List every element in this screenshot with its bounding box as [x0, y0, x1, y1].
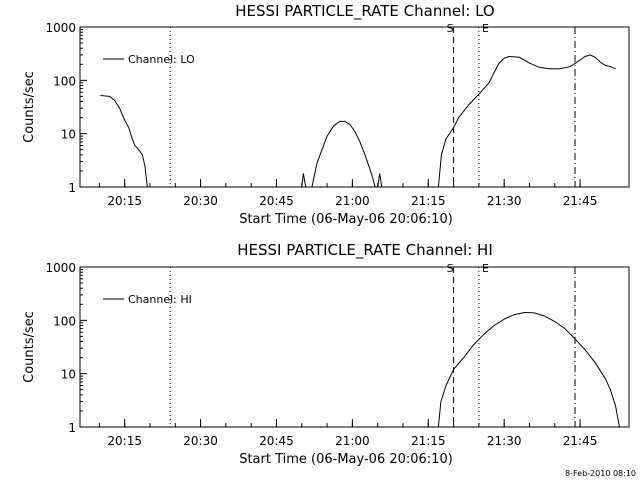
x-tick-label: 21:45	[563, 194, 598, 208]
panel-lo-ylabel: Counts/sec	[22, 71, 37, 143]
panel-lo-series	[100, 54, 616, 188]
y-tick-label: 10	[61, 368, 76, 382]
panel-lo-yticks: 1 10 100 1000	[45, 21, 87, 195]
panel-hi: HESSI PARTICLE_RATE Channel: HI 1 10 100 10…	[22, 241, 630, 467]
x-tick-label: 20:15	[107, 434, 142, 448]
x-tick-label: 20:45	[259, 194, 294, 208]
series-line	[437, 54, 616, 188]
marker-label: S	[447, 262, 454, 275]
series-line	[437, 311, 620, 428]
panel-lo-xlabel: Start Time (06-May-06 20:06:10)	[239, 212, 453, 227]
panel-hi-series	[437, 311, 620, 428]
series-line	[100, 95, 148, 188]
panel-hi-ylabel: Counts/sec	[22, 311, 37, 383]
y-tick-label: 1	[68, 181, 76, 195]
x-tick-label: 21:30	[487, 434, 522, 448]
panel-lo-plot-frame	[79, 26, 630, 188]
panel-hi-plot-frame	[79, 266, 630, 428]
series-line	[377, 173, 383, 188]
x-tick-label: 20:15	[107, 194, 142, 208]
panel-hi-xticks: 20:15 20:30 20:45 21:00 21:15 21:30 21:45	[98, 419, 598, 448]
y-tick-label: 1000	[45, 21, 76, 35]
x-tick-label: 21:45	[563, 434, 598, 448]
x-tick-label: 21:00	[335, 194, 370, 208]
y-tick-label: 10	[61, 128, 76, 142]
panel-lo: HESSI PARTICLE_RATE Channel: LO 1 10 100 10…	[22, 2, 630, 227]
x-tick-label: 21:00	[335, 434, 370, 448]
panel-hi-yticks: 1 10 100 1000	[45, 261, 87, 435]
x-tick-label: 21:15	[411, 194, 446, 208]
panel-lo-xticks: 20:15 20:30 20:45 21:00 21:15 21:30 21:45	[98, 179, 598, 208]
y-tick-label: 100	[53, 74, 76, 88]
panel-hi-xlabel: Start Time (06-May-06 20:06:10)	[239, 452, 453, 467]
x-tick-label: 20:30	[183, 194, 218, 208]
panel-hi-title: HESSI PARTICLE_RATE Channel: HI	[237, 241, 493, 260]
x-tick-label: 20:30	[183, 434, 218, 448]
marker-label: E	[482, 22, 489, 35]
x-tick-label: 21:30	[487, 194, 522, 208]
panel-lo-legend: Channel: LO	[103, 53, 195, 66]
y-tick-label: 1	[68, 421, 76, 435]
y-tick-label: 100	[53, 314, 76, 328]
x-tick-label: 21:15	[411, 434, 446, 448]
y-tick-label: 1000	[45, 261, 76, 275]
x-tick-label: 20:45	[259, 434, 294, 448]
series-line	[311, 120, 376, 188]
marker-label: S	[447, 22, 454, 35]
panel-hi-legend: Channel: HI	[103, 293, 192, 306]
panel-lo-title: HESSI PARTICLE_RATE Channel: LO	[235, 2, 494, 21]
panel-lo-legend-label: Channel: LO	[128, 53, 195, 66]
series-line	[301, 173, 307, 188]
panel-hi-legend-label: Channel: HI	[128, 293, 192, 306]
marker-label: E	[482, 262, 489, 275]
footer-timestamp: 8-Feb-2010 08:10	[565, 469, 636, 478]
